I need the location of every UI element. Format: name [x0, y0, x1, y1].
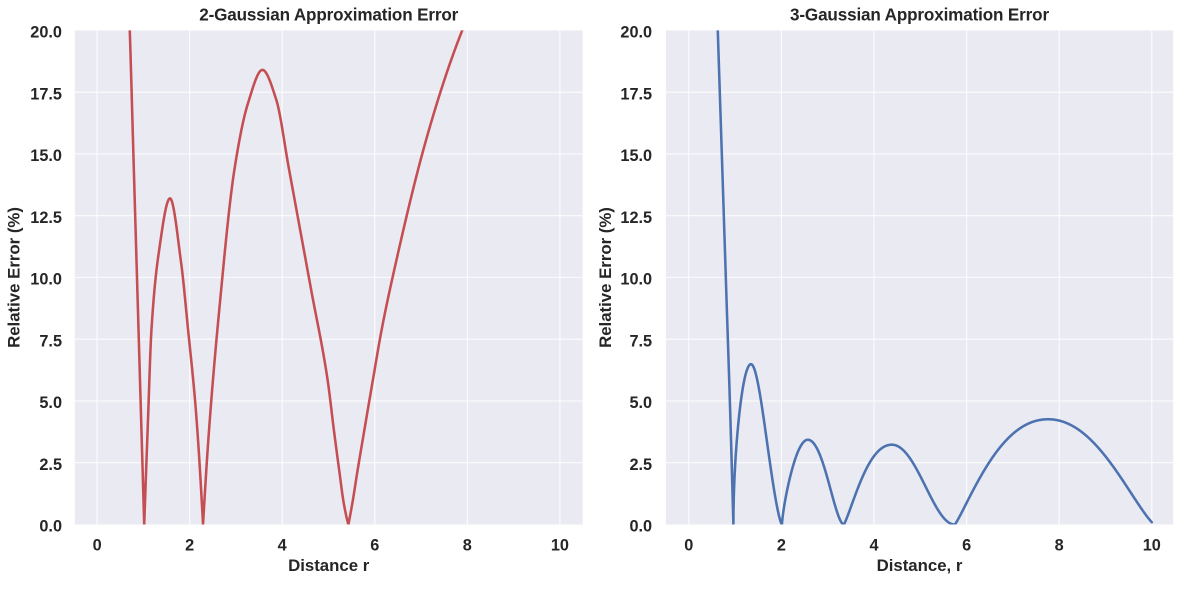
- svg-text:17.5: 17.5: [30, 85, 62, 103]
- svg-text:Relative Error (%): Relative Error (%): [5, 207, 24, 348]
- svg-text:2: 2: [777, 537, 786, 555]
- svg-text:Relative Error (%): Relative Error (%): [596, 207, 615, 348]
- svg-text:2.5: 2.5: [39, 456, 62, 474]
- svg-text:7.5: 7.5: [629, 332, 652, 350]
- svg-text:5.0: 5.0: [39, 394, 62, 412]
- svg-text:2.5: 2.5: [629, 456, 652, 474]
- svg-text:0: 0: [93, 537, 102, 555]
- svg-text:8: 8: [463, 537, 472, 555]
- svg-text:12.5: 12.5: [620, 209, 652, 227]
- svg-text:2-Gaussian Approximation Error: 2-Gaussian Approximation Error: [199, 5, 458, 24]
- svg-text:6: 6: [962, 537, 971, 555]
- svg-text:20.0: 20.0: [620, 24, 652, 42]
- svg-text:0: 0: [684, 537, 693, 555]
- svg-text:10: 10: [551, 537, 569, 555]
- svg-text:10.0: 10.0: [620, 271, 652, 289]
- svg-text:15.0: 15.0: [620, 147, 652, 165]
- svg-text:12.5: 12.5: [30, 209, 62, 227]
- svg-text:17.5: 17.5: [620, 85, 652, 103]
- svg-text:20.0: 20.0: [30, 24, 62, 42]
- svg-text:7.5: 7.5: [39, 332, 62, 350]
- svg-text:Distance r: Distance r: [288, 556, 370, 575]
- svg-text:2: 2: [185, 537, 194, 555]
- svg-text:15.0: 15.0: [30, 147, 62, 165]
- svg-text:10: 10: [1143, 537, 1161, 555]
- svg-text:6: 6: [370, 537, 379, 555]
- svg-text:0.0: 0.0: [39, 518, 62, 536]
- svg-text:3-Gaussian Approximation Error: 3-Gaussian Approximation Error: [790, 5, 1049, 24]
- svg-text:10.0: 10.0: [30, 271, 62, 289]
- svg-text:0.0: 0.0: [629, 518, 652, 536]
- svg-text:8: 8: [1055, 537, 1064, 555]
- svg-text:Distance, r: Distance, r: [877, 556, 963, 575]
- svg-text:4: 4: [869, 537, 878, 555]
- svg-text:4: 4: [278, 537, 287, 555]
- svg-text:5.0: 5.0: [629, 394, 652, 412]
